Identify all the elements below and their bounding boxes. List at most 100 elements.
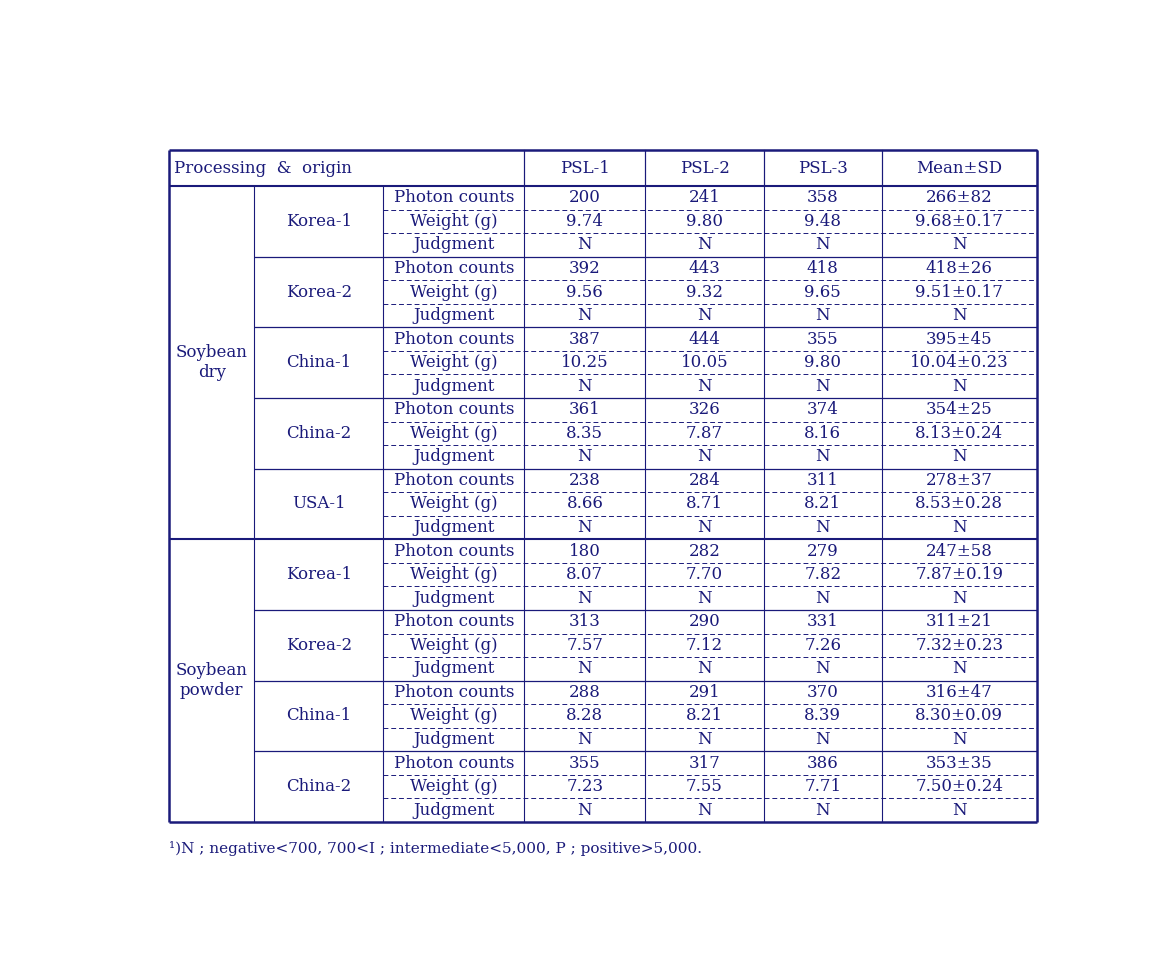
Text: N: N — [816, 731, 830, 748]
Text: N: N — [952, 236, 966, 253]
Text: Photon counts: Photon counts — [393, 754, 514, 772]
Text: Photon counts: Photon counts — [393, 543, 514, 559]
Text: Photon counts: Photon counts — [393, 472, 514, 489]
Text: N: N — [697, 236, 711, 253]
Text: Soybean
powder: Soybean powder — [176, 662, 248, 699]
Text: 180: 180 — [569, 543, 601, 559]
Text: 8.71: 8.71 — [686, 495, 723, 513]
Text: N: N — [697, 307, 711, 324]
Text: Weight (g): Weight (g) — [410, 708, 498, 724]
Text: 7.71: 7.71 — [804, 778, 842, 795]
Text: 278±37: 278±37 — [926, 472, 993, 489]
Text: 443: 443 — [688, 260, 721, 277]
Text: N: N — [816, 660, 830, 678]
Text: 331: 331 — [807, 614, 838, 630]
Text: 7.70: 7.70 — [686, 566, 723, 584]
Text: N: N — [578, 449, 592, 465]
Text: 7.23: 7.23 — [566, 778, 603, 795]
Text: 317: 317 — [688, 754, 721, 772]
Text: 279: 279 — [807, 543, 838, 559]
Text: 8.07: 8.07 — [566, 566, 603, 584]
Text: 9.51±0.17: 9.51±0.17 — [916, 284, 1004, 301]
Text: PSL-2: PSL-2 — [680, 159, 729, 177]
Text: N: N — [952, 519, 966, 536]
Text: 8.66: 8.66 — [566, 495, 603, 513]
Text: Judgment: Judgment — [413, 378, 494, 395]
Text: N: N — [578, 731, 592, 748]
Text: Weight (g): Weight (g) — [410, 778, 498, 795]
Text: 326: 326 — [689, 401, 721, 419]
Text: 266±82: 266±82 — [926, 189, 993, 206]
Text: Photon counts: Photon counts — [393, 614, 514, 630]
Text: 10.25: 10.25 — [561, 354, 608, 371]
Text: 8.21: 8.21 — [804, 495, 842, 513]
Text: N: N — [952, 378, 966, 395]
Text: N: N — [816, 449, 830, 465]
Text: 9.80: 9.80 — [804, 354, 842, 371]
Text: 374: 374 — [807, 401, 838, 419]
Text: N: N — [816, 307, 830, 324]
Text: N: N — [697, 519, 711, 536]
Text: Korea-1: Korea-1 — [285, 566, 352, 584]
Text: 9.32: 9.32 — [686, 284, 723, 301]
Text: N: N — [697, 802, 711, 819]
Text: 282: 282 — [688, 543, 721, 559]
Text: N: N — [578, 519, 592, 536]
Text: Weight (g): Weight (g) — [410, 425, 498, 442]
Text: 290: 290 — [689, 614, 721, 630]
Text: 9.74: 9.74 — [566, 213, 603, 230]
Text: China-2: China-2 — [286, 778, 351, 795]
Text: China-1: China-1 — [286, 354, 351, 371]
Text: 288: 288 — [569, 684, 601, 701]
Text: Judgment: Judgment — [413, 660, 494, 678]
Text: 355: 355 — [807, 331, 838, 348]
Text: 9.65: 9.65 — [804, 284, 841, 301]
Text: N: N — [816, 378, 830, 395]
Text: 8.30±0.09: 8.30±0.09 — [916, 708, 1004, 724]
Text: Judgment: Judgment — [413, 731, 494, 748]
Text: 7.87: 7.87 — [686, 425, 723, 442]
Text: 7.55: 7.55 — [686, 778, 723, 795]
Text: 8.53±0.28: 8.53±0.28 — [916, 495, 1004, 513]
Text: 313: 313 — [569, 614, 601, 630]
Text: 241: 241 — [688, 189, 721, 206]
Text: USA-1: USA-1 — [292, 495, 345, 513]
Text: N: N — [578, 378, 592, 395]
Text: PSL-3: PSL-3 — [798, 159, 848, 177]
Text: Soybean
dry: Soybean dry — [176, 345, 248, 381]
Text: Weight (g): Weight (g) — [410, 566, 498, 584]
Text: 7.50±0.24: 7.50±0.24 — [916, 778, 1004, 795]
Text: N: N — [816, 802, 830, 819]
Text: Judgment: Judgment — [413, 307, 494, 324]
Text: 392: 392 — [569, 260, 601, 277]
Text: Korea-1: Korea-1 — [285, 213, 352, 230]
Text: 370: 370 — [807, 684, 838, 701]
Text: Korea-2: Korea-2 — [285, 284, 352, 301]
Text: Photon counts: Photon counts — [393, 684, 514, 701]
Text: 358: 358 — [807, 189, 838, 206]
Text: N: N — [697, 589, 711, 607]
Text: 8.13±0.24: 8.13±0.24 — [916, 425, 1004, 442]
Text: N: N — [697, 378, 711, 395]
Text: 316±47: 316±47 — [926, 684, 993, 701]
Text: 311: 311 — [807, 472, 838, 489]
Text: N: N — [578, 660, 592, 678]
Text: 311±21: 311±21 — [926, 614, 993, 630]
Text: 353±35: 353±35 — [926, 754, 993, 772]
Text: Judgment: Judgment — [413, 589, 494, 607]
Text: 395±45: 395±45 — [926, 331, 992, 348]
Text: 418: 418 — [807, 260, 838, 277]
Text: Judgment: Judgment — [413, 519, 494, 536]
Text: 7.12: 7.12 — [686, 637, 723, 653]
Text: Korea-2: Korea-2 — [285, 637, 352, 653]
Text: N: N — [816, 589, 830, 607]
Text: 238: 238 — [569, 472, 601, 489]
Text: N: N — [952, 589, 966, 607]
Text: 9.48: 9.48 — [804, 213, 842, 230]
Text: N: N — [578, 307, 592, 324]
Text: N: N — [578, 236, 592, 253]
Text: 8.39: 8.39 — [804, 708, 842, 724]
Text: N: N — [952, 660, 966, 678]
Text: Photon counts: Photon counts — [393, 331, 514, 348]
Text: 387: 387 — [569, 331, 601, 348]
